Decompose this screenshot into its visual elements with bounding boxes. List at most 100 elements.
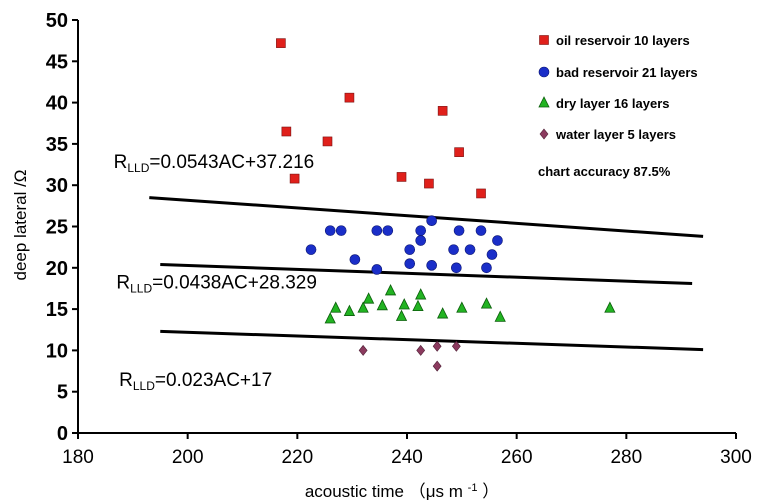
- equation-body: =0.023AC+17: [155, 370, 272, 391]
- x-tick-label: 240: [391, 447, 423, 468]
- data-point: [432, 340, 442, 352]
- regression-equation: RLLD=0.0438AC+28.329: [116, 272, 317, 295]
- data-point: [415, 225, 427, 236]
- legend-marker: [538, 96, 550, 108]
- y-tick-label: 40: [46, 93, 68, 115]
- data-point: [376, 298, 388, 311]
- legend-label: dry layer 16 layers: [556, 96, 669, 111]
- data-point: [371, 264, 383, 275]
- data-point: [476, 188, 486, 199]
- equation-r: R: [114, 152, 128, 173]
- data-point: [404, 244, 416, 255]
- data-point: [396, 172, 407, 182]
- equation-subscript: LLD: [127, 161, 149, 175]
- data-point: [398, 298, 410, 310]
- data-point: [604, 301, 616, 313]
- data-point: [330, 301, 342, 313]
- y-tick-label: 0: [57, 423, 68, 445]
- x-axis-title-main: acoustic time: [305, 482, 404, 501]
- y-tick-label: 10: [46, 340, 68, 362]
- data-point: [358, 344, 368, 356]
- equation-body: =0.0543AC+37.216: [149, 152, 314, 173]
- legend-marker: [539, 128, 549, 140]
- x-tick-label: 300: [720, 447, 752, 468]
- data-point: [415, 235, 427, 246]
- regression-line: [160, 262, 693, 285]
- data-point: [343, 304, 356, 316]
- data-point: [324, 225, 336, 236]
- x-tick-label: 220: [281, 447, 313, 468]
- data-point: [322, 136, 333, 147]
- y-tick-label: 30: [46, 175, 68, 197]
- data-point: [456, 301, 468, 313]
- regression-line: [149, 196, 704, 238]
- data-point: [494, 310, 506, 322]
- legend: oil reservoir 10 layers bad reservoir 21 …: [538, 33, 698, 179]
- x-tick-label: 200: [172, 447, 204, 468]
- fit-lines: RLLD=0.0543AC+37.216RLLD=0.0438AC+28.329…: [114, 152, 704, 393]
- x-axis-title: acoustic time （μs m -1 ）: [305, 476, 499, 501]
- x-tick-label: 280: [610, 447, 642, 468]
- data-point: [426, 215, 437, 227]
- y-tick-label: 35: [46, 134, 68, 156]
- data-point: [492, 235, 503, 246]
- data-point: [324, 312, 336, 324]
- x-tick-label: 260: [501, 447, 533, 468]
- y-tick-label: 45: [46, 51, 68, 73]
- data-point: [464, 244, 476, 255]
- x-tick-label: 180: [62, 447, 94, 468]
- chart-accuracy-note: chart accuracy 87.5%: [538, 164, 671, 179]
- legend-marker: [539, 35, 549, 45]
- x-axis: 180 200 220 240 260 280 300: [62, 432, 752, 468]
- data-point: [432, 360, 442, 372]
- data-point: [424, 178, 434, 189]
- data-point: [416, 344, 426, 356]
- data-point: [404, 258, 416, 269]
- equation-body: =0.0438AC+28.329: [152, 272, 317, 293]
- data-point: [305, 244, 317, 255]
- y-axis-title: deep lateral /Ω: [11, 170, 30, 281]
- regression-equation: RLLD=0.0543AC+37.216: [114, 152, 315, 175]
- x-axis-title-unit-sup: -1: [468, 482, 478, 494]
- data-point: [454, 147, 464, 157]
- data-point: [451, 262, 462, 274]
- y-tick-label: 5: [57, 382, 68, 404]
- x-axis-title-unit: （μs m: [409, 482, 463, 501]
- data-point: [281, 126, 292, 137]
- data-point: [395, 309, 408, 321]
- data-point: [276, 38, 286, 48]
- equation-subscript: LLD: [130, 281, 152, 295]
- data-markers: [276, 38, 616, 372]
- data-point: [344, 92, 355, 103]
- y-tick-label: 25: [46, 217, 68, 239]
- x-axis-title-unit-close: ）: [482, 482, 499, 501]
- equation-r: R: [119, 370, 133, 391]
- equation-subscript: LLD: [133, 379, 155, 393]
- data-point: [481, 262, 492, 274]
- y-tick-label: 50: [46, 10, 68, 32]
- data-point: [437, 106, 448, 116]
- data-point: [349, 254, 361, 265]
- data-point: [371, 225, 383, 236]
- y-tick-label: 15: [46, 299, 68, 321]
- equation-r: R: [116, 272, 130, 293]
- data-point: [480, 297, 493, 309]
- y-tick-label: 20: [46, 258, 68, 280]
- data-point: [486, 249, 498, 260]
- data-point: [412, 299, 424, 312]
- data-point: [382, 225, 394, 236]
- data-point: [415, 288, 427, 300]
- data-point: [426, 260, 437, 271]
- data-point: [453, 225, 465, 236]
- data-point: [335, 225, 347, 236]
- data-point: [475, 225, 487, 236]
- regression-equation: RLLD=0.023AC+17: [119, 370, 272, 393]
- legend-label: water layer 5 layers: [555, 127, 676, 142]
- data-point: [384, 284, 397, 296]
- data-point: [448, 244, 459, 255]
- regression-line: [160, 329, 704, 352]
- legend-label: oil reservoir 10 layers: [556, 33, 690, 48]
- data-point: [357, 301, 369, 313]
- data-point: [436, 307, 449, 319]
